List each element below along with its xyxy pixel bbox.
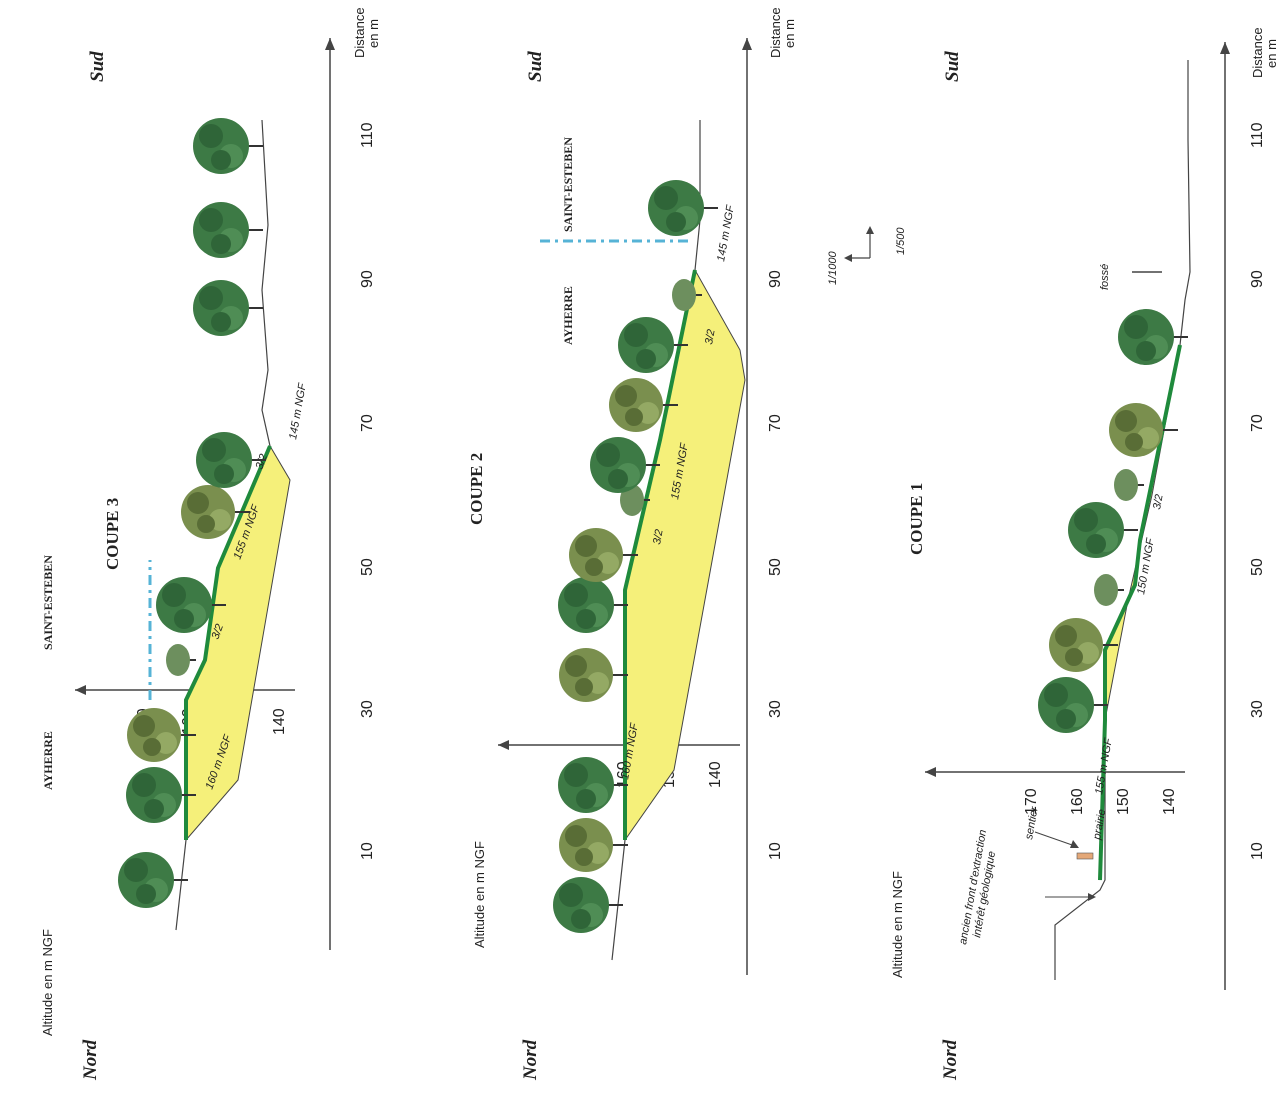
distance-tick: 50 xyxy=(767,558,784,576)
walker-icon xyxy=(1076,852,1094,860)
annotation: 155 m NGF xyxy=(1093,736,1115,795)
altitude-axis-label: Altitude en m NGF xyxy=(40,929,55,1036)
annotation: sentier xyxy=(1023,805,1041,841)
tree-icon xyxy=(558,817,629,873)
annotation: fossé xyxy=(1099,264,1111,290)
altitude-tick: 150 xyxy=(1115,788,1132,815)
distance-axis-label: en m xyxy=(1264,39,1279,68)
scale-vertical: 1/500 xyxy=(895,227,907,255)
annotation: 145 m NGF xyxy=(287,381,309,440)
distance-tick: 30 xyxy=(359,700,376,718)
distance-tick: 50 xyxy=(1249,558,1266,576)
distance-tick: 10 xyxy=(767,842,784,860)
distance-axis-label: Distance xyxy=(768,7,783,58)
distance-axis-label: en m xyxy=(782,19,797,48)
distance-tick: 90 xyxy=(1249,270,1266,288)
section-coupe-2: Altitude en m NGF 170 160 150 140 10 30 … xyxy=(467,7,797,975)
distance-tick: 70 xyxy=(359,414,376,432)
final-ground-line xyxy=(623,269,697,840)
distance-axis-label: Distance xyxy=(1250,27,1265,78)
north-label: Nord xyxy=(940,1039,961,1081)
north-label: Nord xyxy=(520,1039,541,1081)
tree-icon xyxy=(558,647,629,703)
section-title: COUPE 2 xyxy=(467,453,486,525)
north-label: Nord xyxy=(80,1039,101,1081)
distance-tick: 30 xyxy=(767,700,784,718)
annotation: 3/2 xyxy=(703,328,717,345)
distance-tick: 90 xyxy=(767,270,784,288)
tree-icon xyxy=(552,876,624,934)
tree-icon xyxy=(1037,676,1109,734)
distance-tick: 10 xyxy=(359,842,376,860)
altitude-tick: 170 xyxy=(1023,788,1040,815)
altitude-tick: 140 xyxy=(271,708,288,735)
tree-icon xyxy=(117,851,189,909)
altitude-axis-label: Altitude en m NGF xyxy=(472,841,487,948)
final-ground-line xyxy=(1098,344,1182,881)
south-label: Sud xyxy=(525,51,546,82)
tree-icon xyxy=(192,279,264,337)
tree-icon xyxy=(1067,501,1139,559)
distance-tick: 70 xyxy=(1249,414,1266,432)
altitude-tick: 140 xyxy=(707,761,724,788)
section-title: COUPE 3 xyxy=(103,498,122,570)
distance-tick: 50 xyxy=(359,558,376,576)
commune-label: SAINT-ESTEBEN xyxy=(561,137,575,232)
altitude-tick: 160 xyxy=(1069,788,1086,815)
commune-label: AYHERRE xyxy=(561,286,575,345)
annotation: 145 m NGF xyxy=(715,203,737,262)
distance-tick: 30 xyxy=(1249,700,1266,718)
section-title: COUPE 1 xyxy=(907,483,926,555)
commune-label: AYHERRE xyxy=(41,731,55,790)
scale-horizontal: 1/1000 xyxy=(827,250,839,285)
section-coupe-1: Altitude en m NGF 170 160 150 140 10 30 … xyxy=(890,27,1279,990)
distance-tick: 110 xyxy=(359,122,376,148)
annotation: 3/2 xyxy=(210,623,227,641)
tree-icon xyxy=(192,201,264,259)
south-label: Sud xyxy=(942,51,963,82)
distance-tick: 70 xyxy=(767,414,784,432)
south-label: Sud xyxy=(87,51,108,82)
commune-label: SAINT-ESTEBEN xyxy=(41,555,55,650)
annotation: 3/2 xyxy=(254,453,271,471)
distance-tick: 90 xyxy=(359,270,376,288)
annotation: 3/2 xyxy=(1151,493,1165,510)
annotation: 3/2 xyxy=(651,528,665,545)
distance-tick: 10 xyxy=(1249,842,1266,860)
tree-icon xyxy=(1093,573,1125,607)
tree-icon xyxy=(165,643,197,677)
altitude-tick: 140 xyxy=(1161,788,1178,815)
section-coupe-3: Altitude en m NGF 170 160 150 140 10 30 … xyxy=(40,7,381,1036)
tree-icon xyxy=(1113,468,1145,502)
tree-icon xyxy=(557,576,629,634)
scale-indicator: 1/1000 1/500 xyxy=(827,226,907,285)
tree-icon xyxy=(192,117,264,175)
distance-axis-label: Distance xyxy=(352,7,367,58)
tree-icon xyxy=(647,179,719,237)
distance-axis-label: en m xyxy=(366,19,381,48)
final-ground-line xyxy=(184,445,272,840)
distance-tick: 110 xyxy=(1249,122,1266,148)
annotation: prairie xyxy=(1091,808,1108,841)
altitude-axis-label: Altitude en m NGF xyxy=(890,871,905,978)
